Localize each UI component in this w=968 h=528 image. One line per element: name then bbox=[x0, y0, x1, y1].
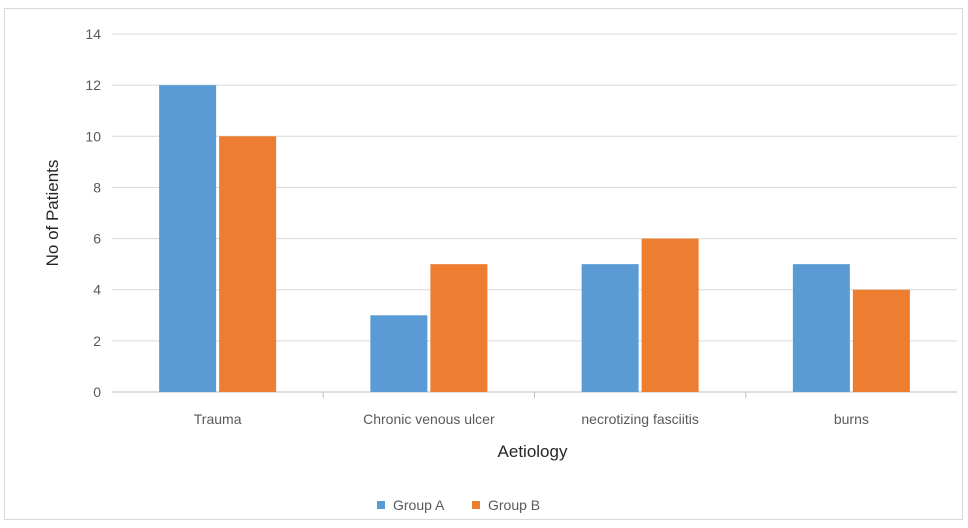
bar-group-b-0 bbox=[219, 136, 277, 392]
x-tick-label: burns bbox=[834, 411, 869, 427]
bars bbox=[159, 85, 910, 393]
bar-group-b-2 bbox=[641, 238, 699, 392]
x-tick-label: Trauma bbox=[194, 411, 242, 427]
y-tick-label: 0 bbox=[93, 384, 101, 400]
legend-label: Group A bbox=[393, 497, 445, 513]
x-tick-label: Chronic venous ulcer bbox=[363, 411, 495, 427]
legend-swatch bbox=[377, 501, 385, 509]
bar-group-a-3 bbox=[792, 264, 850, 392]
y-tick-label: 8 bbox=[93, 179, 101, 195]
x-axis-title: Aetiology bbox=[498, 442, 568, 461]
legend-item-group-a: Group A bbox=[377, 497, 445, 513]
y-tick-label: 10 bbox=[85, 128, 101, 144]
bar-group-b-3 bbox=[852, 289, 910, 392]
x-tick-labels: Trauma Chronic venous ulcer necrotizing fa… bbox=[194, 411, 869, 427]
y-tick-label: 4 bbox=[93, 282, 101, 298]
bar-group-a-2 bbox=[581, 264, 639, 392]
legend-item-group-b: Group B bbox=[472, 497, 540, 513]
bar-group-a-1 bbox=[370, 315, 428, 392]
y-axis-title: No of Patients bbox=[43, 160, 62, 267]
chart-frame bbox=[4, 8, 963, 520]
bar-group-a-0 bbox=[159, 85, 217, 393]
y-tick-label: 14 bbox=[85, 26, 101, 42]
x-tick-label: necrotizing fasciitis bbox=[581, 411, 699, 427]
legend: Group A Group B bbox=[377, 497, 540, 513]
y-tick-label: 12 bbox=[85, 77, 101, 93]
legend-label: Group B bbox=[488, 497, 540, 513]
y-tick-label: 2 bbox=[93, 333, 101, 349]
y-tick-label: 6 bbox=[93, 231, 101, 247]
y-tick-labels: 0 2 4 6 8 10 12 14 bbox=[85, 26, 101, 400]
legend-swatch bbox=[472, 501, 480, 509]
bar-group-b-1 bbox=[430, 264, 488, 392]
